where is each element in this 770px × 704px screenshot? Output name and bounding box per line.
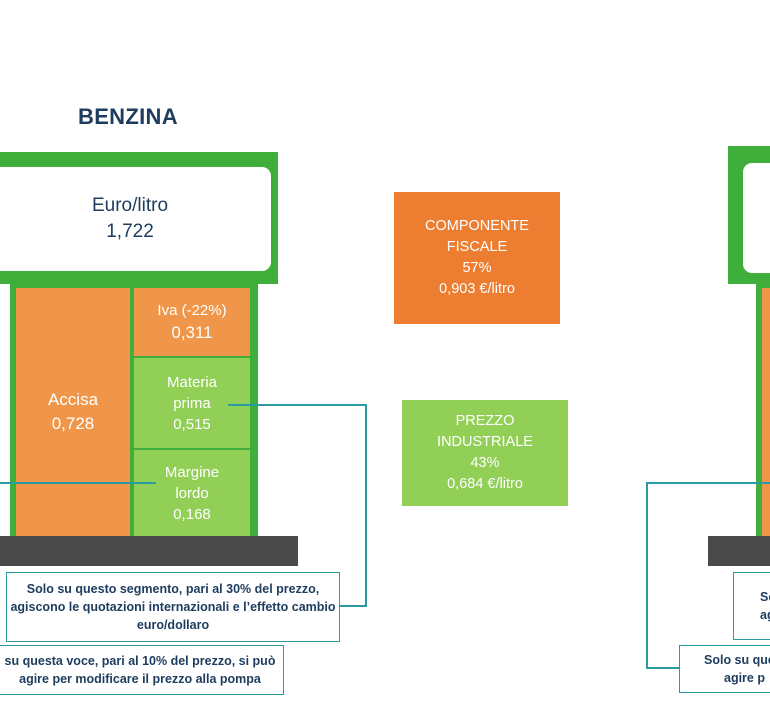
fiscal-component-box: COMPONENTE FISCALE 57% 0,903 €/litro [394, 192, 560, 324]
industrial-percent: 43% [470, 455, 500, 471]
iva-value: 0,311 [171, 322, 213, 342]
second-connector-vertical [646, 482, 648, 668]
second-pump-base [708, 536, 770, 566]
margine-label-1: Margine [164, 463, 220, 481]
accisa-label: Accisa [47, 390, 99, 410]
segment-iva: Iva (-22%) 0,311 [134, 288, 250, 356]
segment-note-line-3: euro/dollaro [136, 618, 210, 633]
second-pump-segment [762, 288, 770, 536]
price-display-value: 1,722 [106, 221, 154, 242]
price-display: Euro/litro 1,722 [0, 164, 274, 274]
fiscal-amount: 0,903 €/litro [439, 281, 515, 298]
segment-accisa: Accisa 0,728 [16, 288, 130, 536]
connector-margine-horizontal [0, 482, 156, 484]
second-voce-note-line-1: Solo su que [704, 652, 770, 667]
margine-label-2: lordo [175, 484, 209, 502]
industrial-line-2: INDUSTRIALE [437, 433, 533, 450]
second-pump-display [740, 160, 770, 276]
fiscal-line-2: FISCALE [446, 238, 508, 255]
materia-label-2: prima [173, 394, 211, 412]
second-segment-note-partial: So agis [733, 572, 770, 640]
second-voce-note-line-2: agire p [724, 671, 765, 685]
fiscal-line-1: COMPONENTE [425, 217, 529, 234]
segment-margine-lordo: Margine lordo 0,168 [134, 450, 250, 536]
second-connector-horizontal [646, 482, 770, 484]
voce-note-line-1: su questa voce, pari al 10% del prezzo, … [4, 653, 276, 668]
segment-note-line-1: Solo su questo segmento, pari al 30% del… [26, 581, 320, 596]
second-voce-note-partial: Solo su que agire p [679, 645, 770, 693]
connector-materia-to-note [338, 605, 367, 607]
segment-materia-prima: Materia prima 0,515 [134, 358, 250, 448]
materia-value: 0,515 [173, 415, 211, 433]
second-segment-note-line-1: So [760, 589, 770, 604]
industrial-price-box: PREZZO INDUSTRIALE 43% 0,684 €/litro [402, 400, 568, 506]
industrial-line-1: PREZZO [455, 412, 515, 429]
voce-note: su questa voce, pari al 10% del prezzo, … [0, 645, 284, 695]
second-segment-note-line-2: agis [760, 608, 770, 622]
fiscal-percent: 57% [462, 260, 492, 276]
industrial-amount: 0,684 €/litro [447, 476, 523, 493]
voce-note-line-2: agire per modificare il prezzo alla pomp… [19, 672, 261, 686]
connector-materia-vertical [365, 404, 367, 606]
segment-note-line-2: agiscono le quotazioni internazionali e … [10, 599, 336, 614]
materia-label-1: Materia [166, 373, 218, 391]
connector-materia-horizontal [228, 404, 366, 406]
accisa-value: 0,728 [51, 414, 95, 433]
iva-label: Iva (-22%) [157, 301, 227, 319]
margine-value: 0,168 [173, 505, 211, 523]
segment-note: Solo su questo segmento, pari al 30% del… [6, 572, 340, 642]
fuel-title: BENZINA [78, 104, 178, 129]
second-connector-to-note [646, 667, 680, 669]
pump-base [0, 536, 298, 566]
price-display-label: Euro/litro [91, 195, 169, 217]
